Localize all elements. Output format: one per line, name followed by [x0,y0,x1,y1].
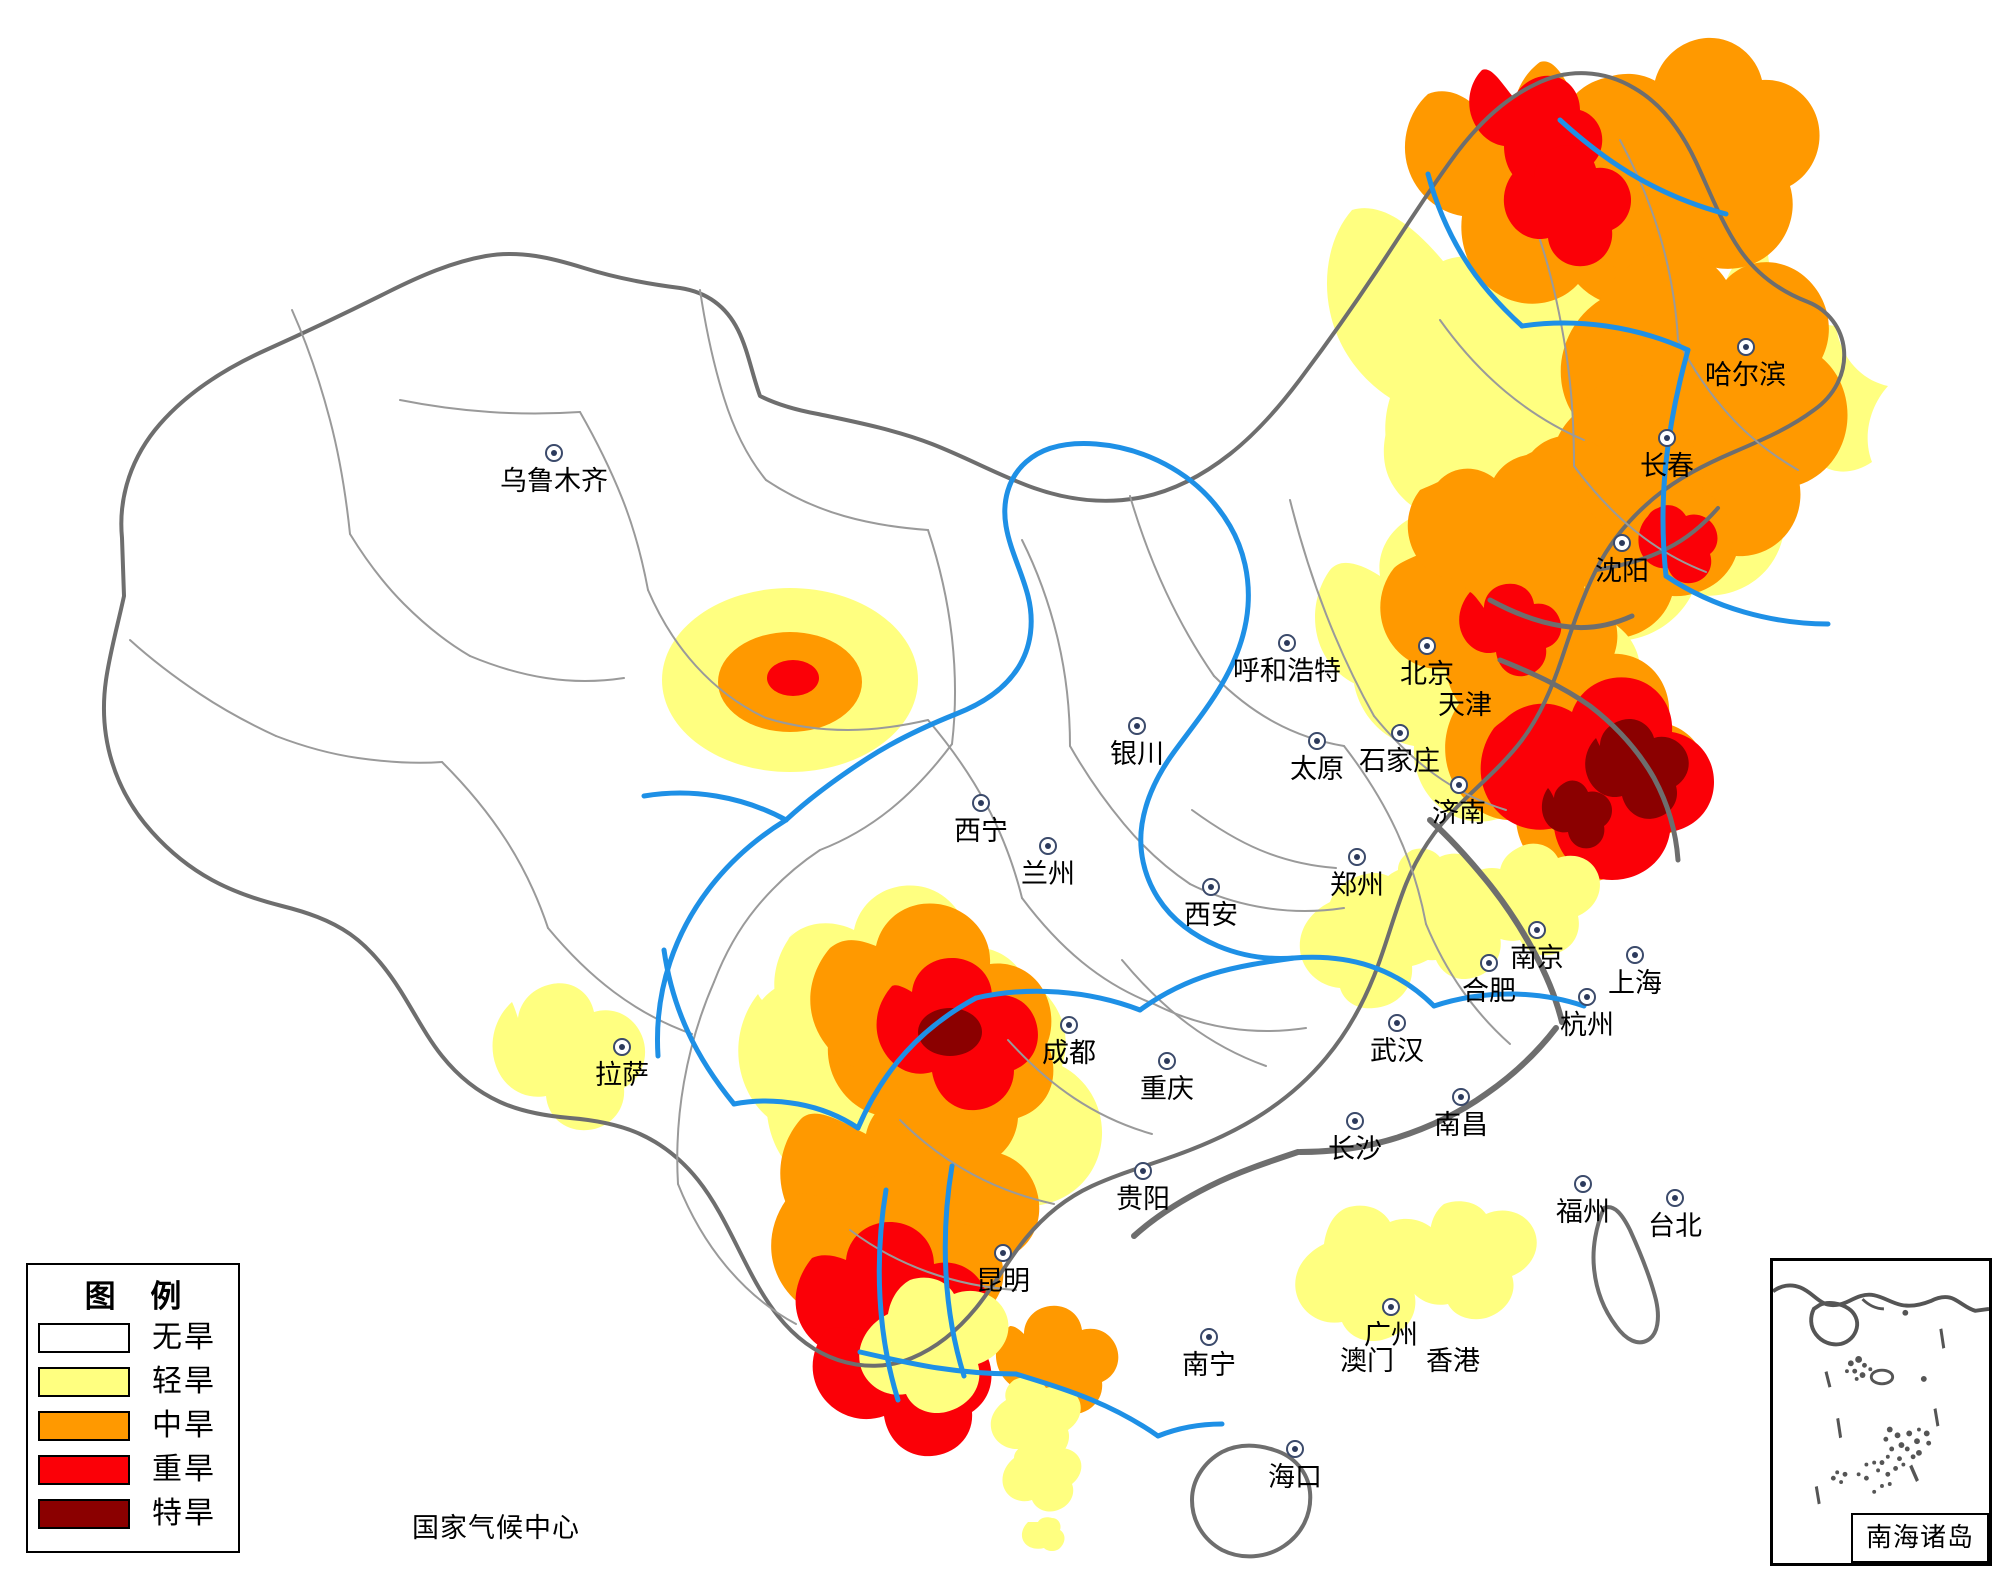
city-dot-icon [1348,848,1366,866]
city-label-shenyang: 沈阳 [1595,534,1649,585]
city-label-hefei: 合肥 [1462,954,1516,1005]
city-label-xian: 西安 [1184,878,1238,929]
legend-label-severe-drought: 重旱 [152,1452,216,1487]
city-dot-icon [1450,776,1468,794]
city-dot-icon [613,1038,631,1056]
city-dot-icon [1418,637,1436,655]
city-dot-icon [1200,1328,1218,1346]
legend-label-light-drought: 轻旱 [152,1364,216,1399]
drought-region-xinjiang [662,588,918,772]
drought-region-tibet [492,983,646,1131]
city-label-guangzhou: 广州 [1364,1298,1418,1349]
city-dot-icon [1578,988,1596,1006]
city-dot-icon [1480,954,1498,972]
city-label-nanjing: 南京 [1510,921,1564,972]
city-label-macau: 澳门 [1340,1346,1394,1377]
city-label-harbin: 哈尔滨 [1705,338,1786,389]
city-label-tianjin: 天津 [1438,690,1492,721]
city-dot-icon [545,444,563,462]
drought-region-south-coast [859,1201,1537,1551]
legend-swatch-moderate-drought [38,1411,130,1441]
city-label-changchun: 长春 [1640,429,1694,480]
city-dot-icon [1286,1440,1304,1458]
city-label-haikou: 海口 [1268,1440,1322,1491]
drought-region-huaibei [1377,848,1474,939]
city-label-beijing: 北京 [1400,637,1454,688]
city-label-wuhan: 武汉 [1370,1014,1424,1065]
city-dot-icon [1039,837,1057,855]
city-dot-icon [1574,1175,1592,1193]
attribution-text: 国家气候中心 [412,1513,580,1544]
city-label-taipei: 台北 [1648,1189,1702,1240]
city-label-changsha: 长沙 [1328,1112,1382,1163]
city-dot-icon [1626,946,1644,964]
legend-row-light-drought: 轻旱 [28,1360,238,1404]
legend-swatch-no-drought [38,1323,130,1353]
city-label-xining: 西宁 [954,794,1008,845]
city-label-hohhot: 呼和浩特 [1233,634,1341,685]
city-label-zhengzhou: 郑州 [1330,848,1384,899]
legend-label-moderate-drought: 中旱 [152,1408,216,1443]
legend-label-extreme-drought: 特旱 [152,1496,216,1531]
legend-label-no-drought: 无旱 [152,1320,216,1355]
city-dot-icon [994,1244,1012,1262]
city-label-urumqi: 乌鲁木齐 [500,444,608,495]
city-dot-icon [1128,717,1146,735]
legend-swatch-extreme-drought [38,1499,130,1529]
city-label-lanzhou: 兰州 [1021,837,1075,888]
city-label-fuzhou: 福州 [1556,1175,1610,1226]
city-dot-icon [1158,1052,1176,1070]
legend-row-extreme-drought: 特旱 [28,1492,238,1536]
legend-row-no-drought: 无旱 [28,1316,238,1360]
city-label-chengdu: 成都 [1042,1016,1096,1067]
city-dot-icon [1388,1014,1406,1032]
city-dot-icon [972,794,990,812]
city-dot-icon [1060,1016,1078,1034]
city-label-yinchuan: 银川 [1110,717,1164,768]
city-label-jinan: 济南 [1432,776,1486,827]
city-label-lhasa: 拉萨 [595,1038,649,1089]
city-dot-icon [1666,1189,1684,1207]
city-dot-icon [1278,634,1296,652]
city-label-shanghai: 上海 [1608,946,1662,997]
south-china-sea-inset: 南海诸岛 [1770,1258,1992,1566]
city-dot-icon [1382,1298,1400,1316]
legend-swatch-light-drought [38,1367,130,1397]
city-label-hangzhou: 杭州 [1560,988,1614,1039]
city-dot-icon [1390,724,1409,742]
city-dot-icon [1736,338,1755,356]
legend-title: 图 例 [84,1279,194,1315]
city-label-taiyuan: 太原 [1290,732,1344,783]
city-dot-icon [1658,429,1676,447]
city-label-nanning: 南宁 [1182,1328,1236,1379]
inset-caption-label: 南海诸岛 [1851,1513,1989,1563]
city-label-chongqing: 重庆 [1140,1052,1194,1103]
legend-swatch-severe-drought [38,1455,130,1485]
legend-row-moderate-drought: 中旱 [28,1404,238,1448]
legend-row-severe-drought: 重旱 [28,1448,238,1492]
city-dot-icon [1528,921,1546,939]
map-borders [102,71,1847,1559]
city-label-guiyang: 贵阳 [1116,1162,1170,1213]
city-dot-icon [1202,878,1220,896]
city-label-hongkong: 香港 [1426,1346,1480,1377]
city-dot-icon [1308,732,1326,750]
legend-box: 图 例 无旱 轻旱 中旱 重旱 特旱 [26,1263,240,1553]
city-label-nanchang: 南昌 [1434,1088,1488,1139]
city-label-shijiazhuang: 石家庄 [1359,724,1440,775]
city-dot-icon [1452,1088,1470,1106]
city-label-kunming: 昆明 [976,1244,1030,1295]
city-dot-icon [1613,534,1631,552]
city-dot-icon [1134,1162,1152,1180]
city-dot-icon [1346,1112,1364,1130]
